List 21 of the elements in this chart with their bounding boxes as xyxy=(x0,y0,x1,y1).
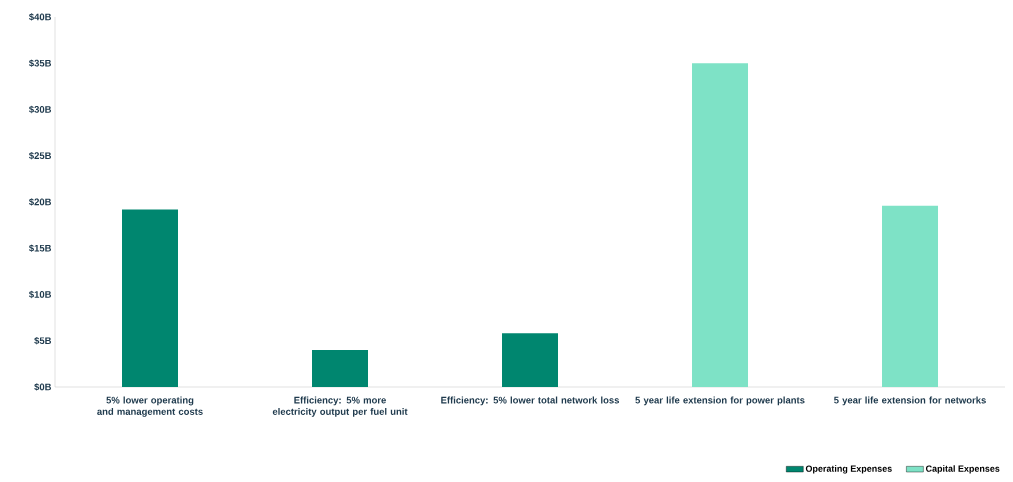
y-tick-label: $20B xyxy=(28,198,52,206)
y-tick-label: $35B xyxy=(28,59,52,68)
y-tick-label: $40B xyxy=(28,13,52,21)
legend-label: Capital Expenses xyxy=(925,465,1000,474)
legend-label: Operating Expenses xyxy=(805,465,892,474)
y-tick-label: $25B xyxy=(28,151,52,160)
x-tick-label: Efficiency: 5% lower total network loss xyxy=(441,396,620,406)
x-tick-label: 5 year life extension for power plants xyxy=(635,396,805,406)
y-tick-label: $0B xyxy=(34,383,52,391)
x-tick-label: Efficiency: 5% more electricity output per fuel unit xyxy=(272,396,408,417)
bar xyxy=(502,333,558,387)
bar xyxy=(122,209,178,387)
bar xyxy=(692,63,749,387)
y-tick-label: $5B xyxy=(34,336,52,345)
y-tick-label: $15B xyxy=(28,244,52,253)
x-tick-label: 5% lower operating and management costs xyxy=(97,396,203,417)
y-tick-label: $30B xyxy=(28,105,52,114)
y-tick-label: $10B xyxy=(28,290,52,299)
bar xyxy=(882,205,939,387)
bar xyxy=(312,350,368,387)
x-tick-label: 5 year life extension for networks xyxy=(834,396,986,406)
